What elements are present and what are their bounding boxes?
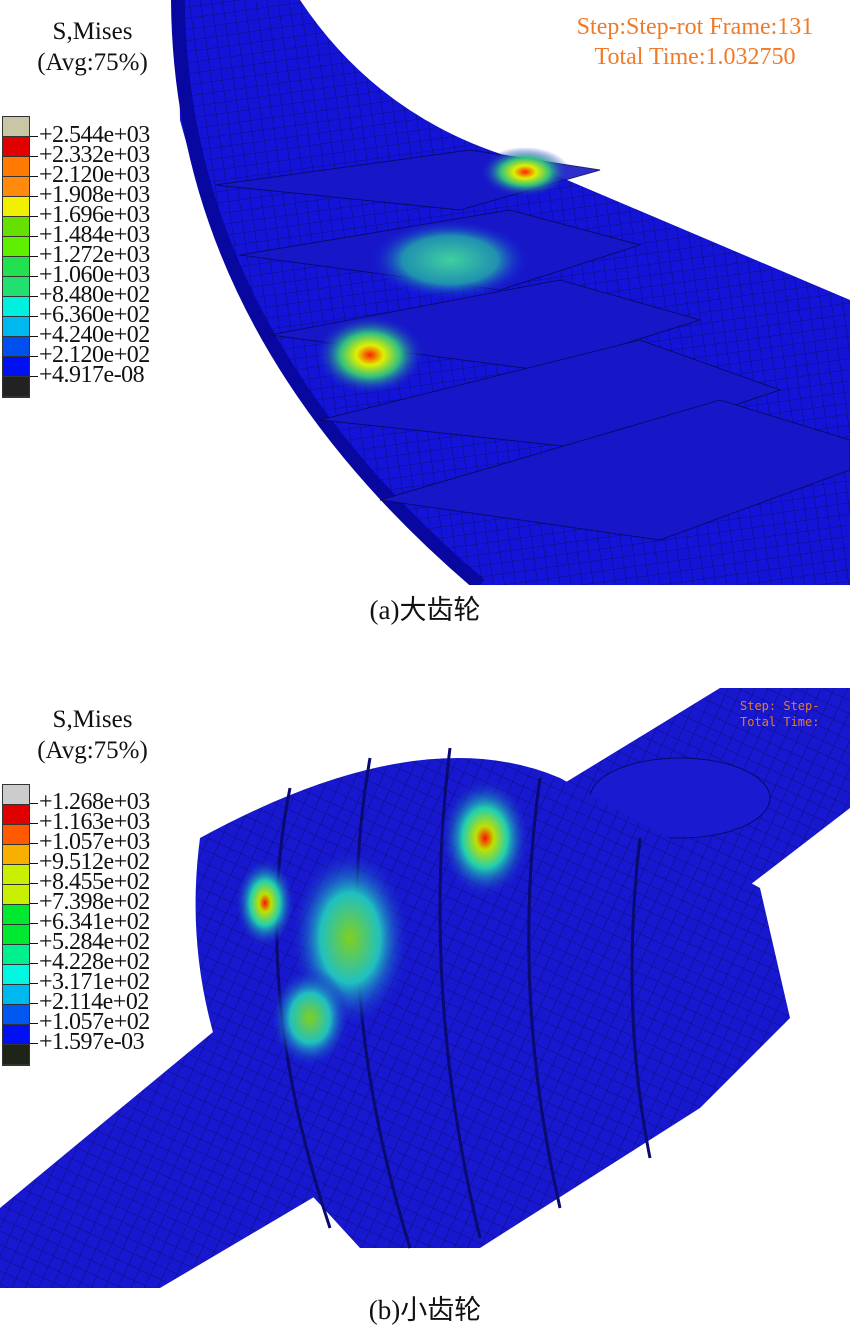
- legend-swatch: [3, 985, 29, 1005]
- stress-hotspot: [315, 315, 425, 395]
- legend-swatch: [3, 197, 29, 217]
- legend-swatch: [3, 845, 29, 865]
- legend-swatch: [3, 885, 29, 905]
- step-text: Step: Step-: [740, 699, 820, 713]
- legend-swatch: [3, 785, 29, 805]
- legend-subtitle: (Avg:75%): [37, 737, 148, 764]
- legend-value: +4.917e-08: [30, 363, 145, 387]
- stress-hotspot: [480, 147, 570, 197]
- step-info: Step:Step-rot Frame:131 Total Time:1.032…: [545, 12, 845, 72]
- legend-swatch: [3, 277, 29, 297]
- small-gear-contour-render: [0, 688, 850, 1288]
- legend-swatch: [3, 157, 29, 177]
- legend-swatch: [3, 317, 29, 337]
- panel-a-large-gear: S,Mises (Avg:75%) +2.544e+03 +2.332e+03 +2…: [0, 0, 850, 585]
- legend-swatch: [3, 137, 29, 157]
- legend-swatch: [3, 825, 29, 845]
- legend-subtitle: (Avg:75%): [37, 49, 148, 76]
- legend-value: +1.597e-03: [30, 1030, 145, 1054]
- color-bar: [2, 784, 30, 1066]
- legend-swatch: [3, 805, 29, 825]
- legend-swatch: [3, 257, 29, 277]
- color-bar: [2, 116, 30, 398]
- legend-swatch: [3, 297, 29, 317]
- legend-swatch: [3, 217, 29, 237]
- legend-swatch: [3, 237, 29, 257]
- legend-title: S,Mises: [52, 706, 133, 733]
- stress-hotspot: [440, 778, 530, 898]
- legend-swatch: [3, 1005, 29, 1025]
- legend-swatch: [3, 905, 29, 925]
- legend-swatch: [3, 337, 29, 357]
- legend-swatch: [3, 965, 29, 985]
- step-info: Step: Step- Total Time:: [740, 698, 819, 730]
- step-frame-text: Step:Step-rot Frame:131: [576, 14, 814, 40]
- large-gear-contour-render: [171, 0, 850, 585]
- legend-swatch: [3, 925, 29, 945]
- total-time-text: Total Time:: [740, 715, 820, 729]
- legend-swatch: [3, 377, 29, 397]
- legend-title: S,Mises: [52, 18, 133, 45]
- legend-swatch: [3, 117, 29, 137]
- caption-a: (a)大齿轮: [369, 595, 481, 625]
- legend-swatch: [3, 1025, 29, 1045]
- stress-hotspot: [235, 858, 295, 948]
- legend-swatch: [3, 357, 29, 377]
- legend-swatch: [3, 177, 29, 197]
- total-time-text: Total Time:1.032750: [594, 44, 796, 70]
- legend-swatch: [3, 865, 29, 885]
- legend-swatch: [3, 1045, 29, 1065]
- panel-b-small-gear: S,Mises (Avg:75%) +1.268e+03 +1.163e+03 +1…: [0, 688, 850, 1288]
- caption-b: (b)小齿轮: [368, 1295, 482, 1325]
- legend-swatch: [3, 945, 29, 965]
